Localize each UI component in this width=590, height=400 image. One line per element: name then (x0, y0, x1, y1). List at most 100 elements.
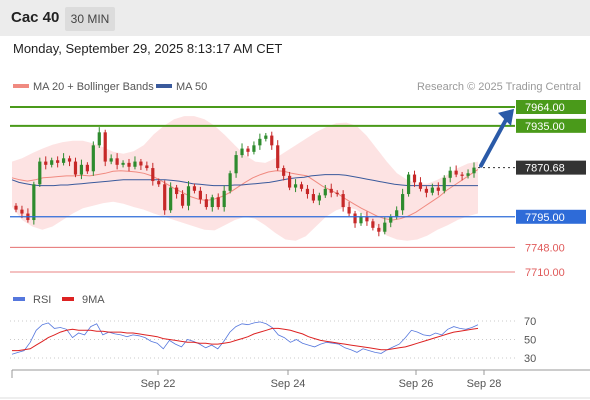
candle-body (198, 190, 202, 200)
candle-body (288, 175, 292, 188)
candle-body (20, 209, 24, 214)
candle-body (169, 187, 173, 211)
time-tick-label: Sep 26 (399, 378, 434, 390)
candle-body (79, 164, 84, 175)
candle-body (157, 181, 161, 185)
candle-body (401, 194, 405, 211)
rsi-ma-line (12, 327, 479, 352)
time-tick-label: Sep 24 (271, 378, 306, 390)
candle-body (151, 168, 155, 182)
ma50-legend-label: MA 50 (176, 81, 207, 93)
candle-body (436, 187, 440, 191)
level-label-box (516, 160, 586, 175)
candle-body (14, 205, 18, 210)
price-panel (11, 116, 479, 241)
ma20-legend-label: MA 20 + Bollinger Bands (33, 81, 154, 93)
candle-body (341, 194, 345, 208)
rsi-panel: 70 50 30 (10, 316, 536, 365)
candle-body (264, 135, 268, 139)
price-levels: 7964.00 7935.00 7870.68 7795.00 7748.00 7710.… (10, 100, 586, 279)
candle-body (466, 173, 470, 176)
time-tick-label: Sep 22 (141, 378, 176, 390)
candle-body (270, 135, 274, 146)
projection-arrow-head (498, 108, 514, 126)
candle-body (50, 160, 54, 165)
candle-body (85, 164, 89, 172)
rsi-legend-swatch (13, 297, 25, 301)
candle-body (109, 158, 113, 162)
timestamp: Monday, September 29, 2025 8:13:17 AM CE… (13, 41, 283, 56)
candle-body (186, 186, 191, 206)
level-label: 7935.00 (525, 121, 565, 133)
rsi-line (11, 321, 479, 355)
candle-body (335, 192, 339, 195)
rsi-tick-label: 70 (524, 316, 536, 328)
candle-body (424, 188, 429, 193)
candle-body (67, 158, 72, 162)
time-tick-label: Sep 28 (467, 378, 502, 390)
credit-label: Research © 2025 Trading Central (417, 81, 581, 93)
candle-body (103, 132, 107, 162)
candle-body (293, 184, 298, 188)
candle-body (133, 161, 137, 167)
candle-body (371, 221, 375, 228)
candle-body (32, 184, 36, 221)
candle-body (234, 155, 238, 174)
candle-body (56, 160, 60, 163)
projection-arrow-shaft (479, 115, 509, 168)
candle-body (460, 174, 464, 176)
level-label: 7870.68 (525, 163, 565, 175)
candle-body (38, 161, 42, 185)
candle-body (61, 158, 66, 163)
rsi-legend: RSI 9MA (13, 294, 105, 306)
ma50-line (11, 174, 478, 187)
candle-body (145, 165, 149, 169)
candle-body (44, 161, 48, 165)
candle-body (430, 187, 434, 193)
rsi-tick-label: 30 (524, 353, 536, 365)
candle-body (317, 195, 321, 201)
candle-body (97, 132, 101, 146)
candle-body (406, 174, 411, 195)
candle-body (210, 197, 214, 208)
candle-body (174, 187, 179, 195)
candle-body (454, 170, 458, 175)
candle-body (359, 216, 363, 224)
price-legend: MA 20 + Bollinger Bands MA 50 Research ©… (13, 81, 581, 93)
ma50-legend-swatch (156, 84, 172, 88)
candle-body (311, 194, 316, 201)
candle-body (192, 186, 197, 191)
candle-body (395, 210, 399, 217)
rsi-ma-legend-swatch (62, 297, 74, 301)
candle-body (276, 145, 280, 169)
rsi-tick-label: 50 (524, 335, 536, 347)
candle-body (139, 161, 143, 166)
rsi-legend-label: RSI (33, 294, 51, 306)
candle-body (472, 167, 476, 174)
candle-body (282, 168, 286, 176)
ma20-legend-swatch (13, 84, 29, 88)
candle-body (121, 162, 125, 165)
candle-body (73, 161, 78, 175)
candle-body (365, 216, 369, 222)
level-label: 7748.00 (525, 242, 565, 254)
candle-body (448, 170, 452, 178)
rsi-ma-legend-label: 9MA (82, 294, 105, 306)
candle-body (216, 197, 220, 208)
level-label-box (516, 118, 586, 133)
candle-body (305, 188, 310, 195)
candle-body (418, 182, 423, 189)
candle-body (377, 227, 381, 232)
candle-body (329, 188, 333, 193)
timeframe-button[interactable]: 30 MIN (65, 7, 115, 31)
candle-body (163, 184, 167, 211)
candle-body (204, 199, 208, 208)
candle-body (127, 162, 131, 167)
time-axis: Sep 22 Sep 24 Sep 26 Sep 28 (0, 369, 590, 399)
candle-body (228, 173, 232, 191)
candle-body (299, 184, 304, 189)
candle-body (347, 207, 351, 214)
ma20-line (11, 168, 479, 221)
candle-body (115, 158, 119, 165)
